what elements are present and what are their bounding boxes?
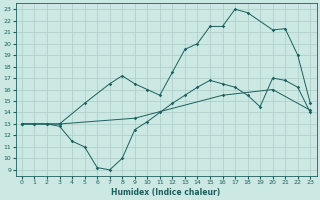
X-axis label: Humidex (Indice chaleur): Humidex (Indice chaleur) (111, 188, 221, 197)
